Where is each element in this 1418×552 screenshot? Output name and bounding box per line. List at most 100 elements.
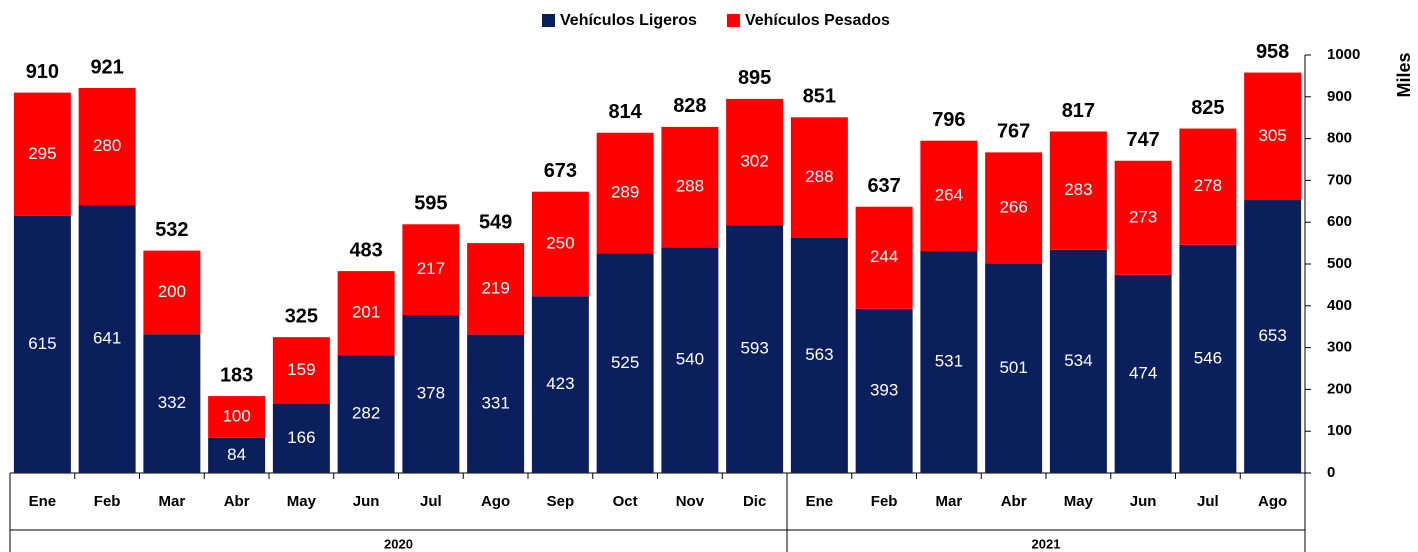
y-tick-label: 300 [1327,339,1352,356]
segment-label: 423 [546,374,574,393]
total-label: 825 [1191,97,1224,119]
total-label: 817 [1062,100,1095,122]
bar-segment [920,140,978,252]
segment-label: 264 [935,185,963,204]
segment-label: 159 [287,360,315,379]
segment-label: 250 [546,233,574,252]
x-tick-label: Sep [547,493,575,510]
segment-label: 201 [352,303,380,322]
x-tick-label: Dic [743,493,766,510]
bar-segment [1244,200,1302,473]
bar-segment [985,152,1043,264]
segment-label: 100 [222,406,250,425]
bar-segment [790,117,848,238]
x-tick-label: Ene [29,493,57,510]
bar-segment [1179,128,1237,245]
bar-segment [337,355,395,473]
x-tick-label: Nov [676,493,705,510]
bar-segment [1114,160,1172,275]
total-label: 483 [349,239,382,261]
total-label: 637 [867,175,900,197]
segment-label: 305 [1258,126,1286,145]
total-label: 747 [1126,129,1159,151]
bar-segment [661,126,719,248]
legend-label: Vehículos Pesados [745,12,890,29]
segment-label: 563 [805,345,833,364]
y-tick-label: 800 [1327,130,1352,147]
x-tick-label: Abr [224,493,250,510]
segment-label: 302 [740,151,768,170]
x-tick-label: Jul [420,493,442,510]
bar-segment [272,337,330,404]
bar-segment [1049,131,1107,250]
x-tick-label: May [1064,493,1094,510]
total-label: 532 [155,219,188,241]
segment-label: 540 [676,350,704,369]
total-label: 796 [932,109,965,131]
bar-segment [985,263,1043,473]
bar-segment [272,403,330,473]
bar-segment [790,237,848,473]
segment-label: 217 [417,259,445,278]
total-label: 549 [479,211,512,233]
bar-segment [13,92,71,216]
bar-segment [855,308,913,473]
bar-segment [13,215,71,473]
x-tick-label: May [287,493,317,510]
segment-label: 474 [1129,363,1157,382]
y-tick-label: 700 [1327,171,1352,188]
segment-label: 615 [28,334,56,353]
segment-label: 278 [1194,176,1222,195]
y-tick-label: 100 [1327,422,1352,439]
bar-segment [402,314,460,473]
segment-label: 546 [1194,348,1222,367]
total-label: 814 [608,101,642,123]
segment-label: 378 [417,383,445,402]
legend-label: Vehículos Ligeros [560,12,697,29]
x-tick-label: Jul [1197,493,1219,510]
segment-label: 501 [999,358,1027,377]
segment-label: 288 [805,167,833,186]
x-tick-label: Ene [806,493,834,510]
segment-label: 289 [611,183,639,202]
bar-segment [402,224,460,315]
bar-segment [78,205,136,473]
x-tick-label: Mar [159,493,186,510]
y-axis-label: Miles [1394,52,1414,97]
total-label: 910 [26,61,59,83]
y-tick-label: 600 [1327,213,1352,230]
bar-segment [726,98,784,226]
group-label: 2021 [1032,536,1061,551]
bar-segment [661,247,719,473]
segment-label: 531 [935,352,963,371]
total-label: 958 [1256,41,1289,63]
bar-segment [143,250,201,335]
bar-segment [531,296,589,473]
bar-segment [208,437,266,473]
bar-segment [1179,244,1237,473]
bar-segment [467,243,525,335]
total-label: 325 [285,305,318,327]
segment-label: 266 [999,197,1027,216]
bar-segment [208,396,266,438]
segment-label: 166 [287,428,315,447]
x-tick-label: Abr [1001,493,1027,510]
y-tick-label: 200 [1327,380,1352,397]
segment-label: 280 [93,136,121,155]
bar-segment [1114,274,1172,473]
segment-label: 84 [227,445,246,464]
x-tick-label: Jun [353,493,380,510]
bar-segment [920,251,978,473]
bar-segment [78,88,136,206]
bar-segment [596,253,654,473]
x-tick-label: Feb [871,493,898,510]
segment-label: 641 [93,329,121,348]
bar-segment [855,206,913,309]
segment-label: 653 [1258,326,1286,345]
total-label: 921 [90,56,123,78]
bar-segment [143,334,201,473]
y-tick-label: 0 [1327,464,1335,481]
y-tick-label: 900 [1327,88,1352,105]
bar-segment [337,271,395,356]
segment-label: 534 [1064,351,1092,370]
